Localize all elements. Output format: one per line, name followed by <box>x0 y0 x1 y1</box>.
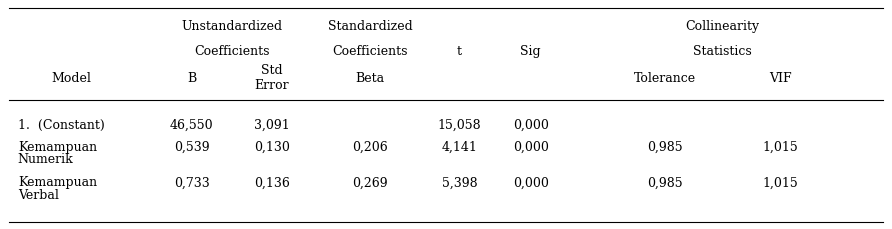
Text: 46,550: 46,550 <box>170 118 213 131</box>
Text: 0,136: 0,136 <box>254 176 290 188</box>
Text: 0,130: 0,130 <box>254 140 290 153</box>
Text: B: B <box>187 71 196 84</box>
Text: 1.  (Constant): 1. (Constant) <box>18 118 104 131</box>
Text: Sig: Sig <box>520 45 541 58</box>
Text: 0,733: 0,733 <box>174 176 210 188</box>
Text: Std
Error: Std Error <box>255 64 289 92</box>
Text: 0,985: 0,985 <box>647 176 682 188</box>
Text: VIF: VIF <box>769 71 792 84</box>
Text: Tolerance: Tolerance <box>633 71 696 84</box>
Text: 0,539: 0,539 <box>174 140 210 153</box>
Text: 1,015: 1,015 <box>763 176 798 188</box>
Text: Verbal: Verbal <box>18 188 59 201</box>
Text: 15,058: 15,058 <box>438 118 481 131</box>
Text: Coefficients: Coefficients <box>194 45 269 58</box>
Text: Collinearity: Collinearity <box>685 20 760 33</box>
Text: Unstandardized: Unstandardized <box>181 20 283 33</box>
Text: Numerik: Numerik <box>18 153 73 166</box>
Text: Standardized: Standardized <box>327 20 413 33</box>
Text: 1,015: 1,015 <box>763 140 798 153</box>
Text: 5,398: 5,398 <box>442 176 477 188</box>
Text: 0,000: 0,000 <box>513 140 549 153</box>
Text: Kemampuan: Kemampuan <box>18 140 97 153</box>
Text: Coefficients: Coefficients <box>333 45 408 58</box>
Text: Model: Model <box>52 71 91 84</box>
Text: 0,985: 0,985 <box>647 140 682 153</box>
Text: 0,269: 0,269 <box>352 176 388 188</box>
Text: 3,091: 3,091 <box>254 118 290 131</box>
Text: 0,000: 0,000 <box>513 118 549 131</box>
Text: 0,000: 0,000 <box>513 176 549 188</box>
Text: Beta: Beta <box>356 71 384 84</box>
Text: Kemampuan: Kemampuan <box>18 176 97 188</box>
Text: 4,141: 4,141 <box>442 140 477 153</box>
Text: 0,206: 0,206 <box>352 140 388 153</box>
Text: t: t <box>457 45 462 58</box>
Text: Statistics: Statistics <box>693 45 752 58</box>
